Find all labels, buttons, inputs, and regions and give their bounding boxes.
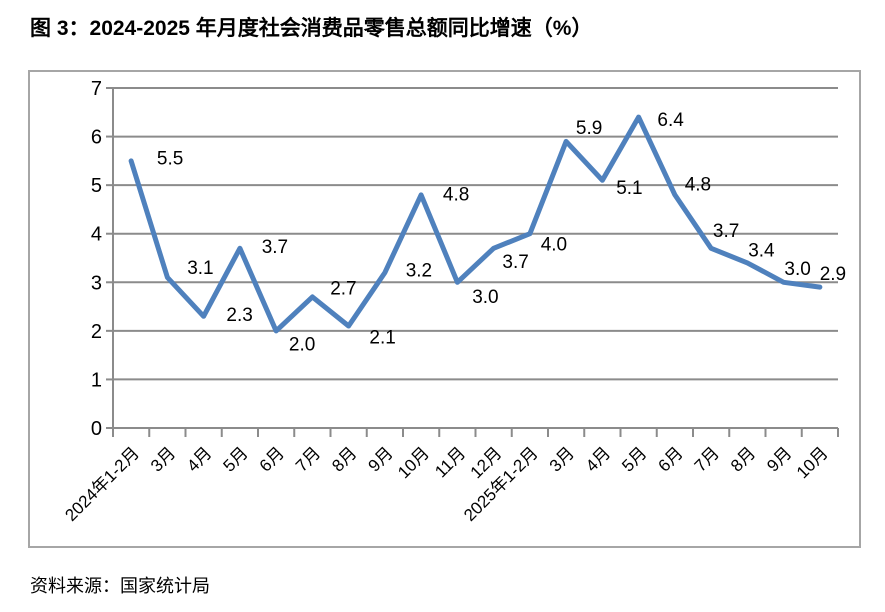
y-axis-tick-label: 4 bbox=[91, 224, 102, 246]
data-point-label: 5.9 bbox=[576, 118, 602, 139]
data-point-label: 2.7 bbox=[330, 279, 356, 300]
source-note: 资料来源：国家统计局 bbox=[30, 576, 210, 596]
y-axis-tick-label: 1 bbox=[91, 369, 102, 391]
data-point-label: 3.1 bbox=[187, 258, 213, 279]
x-axis-tick-label: 4月 bbox=[183, 443, 215, 475]
data-point-label: 3.7 bbox=[262, 237, 288, 258]
x-axis-tick-label: 6月 bbox=[655, 443, 687, 475]
x-axis-tick-label: 10月 bbox=[793, 443, 832, 482]
data-series-line bbox=[128, 114, 823, 334]
x-axis-tick-label: 11月 bbox=[431, 443, 469, 481]
data-point-label: 3.2 bbox=[406, 260, 432, 281]
y-axis-tick-label: 3 bbox=[91, 272, 102, 294]
y-axis-tick-label: 5 bbox=[91, 175, 102, 197]
x-axis-tick-label: 4月 bbox=[582, 443, 614, 475]
y-axis-tick-label: 2 bbox=[91, 321, 102, 343]
x-axis-tick-label: 7月 bbox=[292, 443, 324, 475]
data-point-label: 4.0 bbox=[541, 234, 567, 255]
x-axis-tick-label: 2024年1-2月 bbox=[61, 443, 143, 525]
data-point-label: 2.9 bbox=[820, 264, 846, 285]
x-axis-tick-label: 9月 bbox=[763, 443, 795, 475]
x-axis-tick-label: 8月 bbox=[727, 443, 759, 475]
data-point-label: 5.1 bbox=[616, 178, 642, 199]
data-point-label: 2.1 bbox=[369, 328, 395, 349]
data-point-label: 6.4 bbox=[657, 110, 684, 131]
data-point-label: 2.3 bbox=[226, 305, 252, 326]
data-point-label: 3.0 bbox=[472, 287, 498, 308]
chart-frame: 0 1 2 3 4 5 6 7 2024年1-2月 3月 4月 5月 6月 7月 8月 9月 10月 11月 12月… bbox=[28, 70, 861, 548]
data-point-label: 3.7 bbox=[502, 252, 528, 273]
y-axis-tick-label: 0 bbox=[91, 418, 102, 440]
x-axis-tick-label: 6月 bbox=[256, 443, 288, 475]
x-axis-tick-label: 10月 bbox=[394, 443, 433, 482]
data-point-label: 3.4 bbox=[748, 241, 775, 262]
x-axis-tick-label: 8月 bbox=[328, 443, 360, 475]
data-point-label: 4.8 bbox=[443, 185, 469, 206]
data-point-label: 3.7 bbox=[713, 221, 739, 242]
data-point-label: 4.8 bbox=[685, 175, 711, 196]
x-axis-tick-label: 7月 bbox=[691, 443, 723, 475]
x-axis-tick-label: 9月 bbox=[365, 443, 397, 475]
y-axis-tick-label: 6 bbox=[91, 127, 102, 149]
x-axis-tick-label: 3月 bbox=[147, 443, 179, 475]
data-point-label: 3.0 bbox=[784, 259, 810, 280]
data-point-label: 2.0 bbox=[289, 335, 315, 356]
x-axis-tick-label: 5月 bbox=[220, 443, 252, 475]
y-axis-tick-label: 7 bbox=[91, 78, 102, 100]
x-axis-tick-label: 5月 bbox=[618, 443, 650, 475]
figure-title: 图 3：2024-2025 年月度社会消费品零售总额同比增速（%） bbox=[30, 17, 593, 40]
x-axis-tick-label: 3月 bbox=[546, 443, 578, 475]
data-point-label: 5.5 bbox=[157, 149, 183, 170]
